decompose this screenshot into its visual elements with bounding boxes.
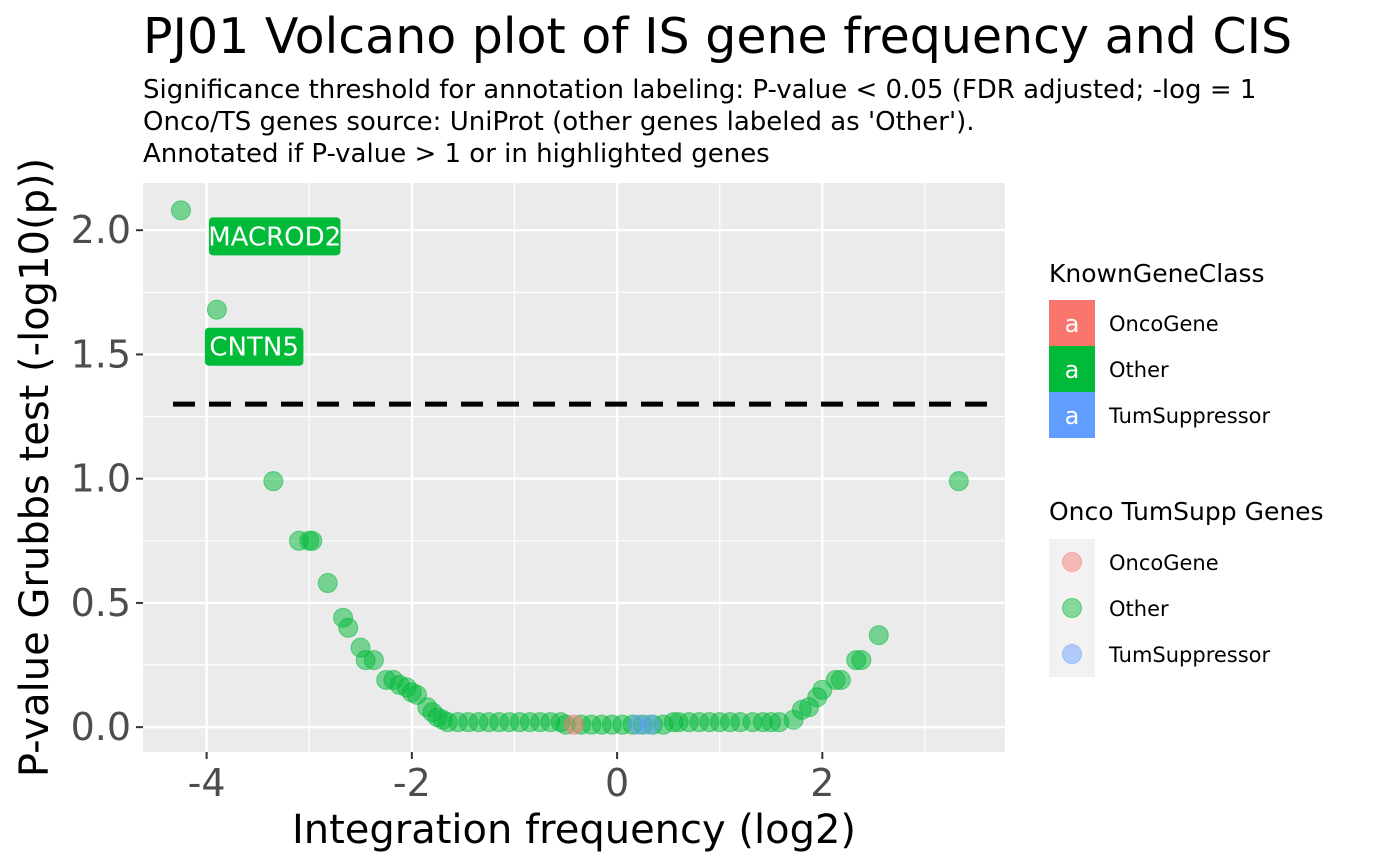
legend-label: OncoGene xyxy=(1109,551,1219,575)
data-point-other xyxy=(363,650,384,671)
annotation-cntn5: CNTN5 xyxy=(204,327,304,366)
y-axis-title: P-value Grubbs test (-log10(p)) xyxy=(12,158,58,777)
chart-title: PJ01 Volcano plot of IS gene frequency a… xyxy=(143,8,1293,65)
chart-subtitle-line-2: Onco/TS genes source: UniProt (other gen… xyxy=(143,107,975,137)
data-point-tumsuppressor xyxy=(639,714,660,735)
legend-key-swatch xyxy=(1049,300,1095,346)
y-tick-label: 1.5 xyxy=(71,332,131,376)
x-tick-label: -4 xyxy=(188,761,226,805)
axis-tick-labels: -4 -2 0 2 0.0 0.5 1.0 1.5 2.0 xyxy=(71,208,835,805)
annotation-macrod2: MACROD2 xyxy=(208,217,341,256)
legend-title-onco-tumsupp: Onco TumSupp Genes xyxy=(1049,497,1324,526)
y-tick-label: 2.0 xyxy=(71,208,131,252)
x-axis-title: Integration frequency (log2) xyxy=(292,807,856,853)
annotation-box xyxy=(208,217,341,256)
annotation-label: MACROD2 xyxy=(208,222,341,252)
legend-title-known-gene-class: KnownGeneClass xyxy=(1049,259,1265,288)
data-point-other xyxy=(263,471,284,492)
legend-key-glyph: a xyxy=(1065,356,1080,384)
y-tick-label: 0.5 xyxy=(71,581,131,625)
axis-ticks xyxy=(136,229,824,759)
x-tick-label: 0 xyxy=(605,761,629,805)
legend-label: TumSuppressor xyxy=(1108,643,1271,667)
legend-key-point xyxy=(1062,644,1082,664)
data-point-other xyxy=(812,679,833,700)
legend-key-glyph: a xyxy=(1065,310,1080,338)
legend-label: Other xyxy=(1109,597,1169,621)
y-tick-label: 1.0 xyxy=(71,457,131,501)
legends: KnownGeneClass a OncoGene a Other a TumSuppres… xyxy=(1049,259,1324,677)
legend-key-glyph: a xyxy=(1065,402,1080,430)
y-tick-label: 0.0 xyxy=(71,705,131,749)
data-points xyxy=(170,200,969,735)
legend-key-background xyxy=(1049,585,1095,631)
legend-point-other: Other xyxy=(1049,585,1169,631)
legend-label: Other xyxy=(1109,358,1169,382)
legend-key-background xyxy=(1049,631,1095,677)
data-point-other xyxy=(317,573,338,594)
minor-gridlines xyxy=(143,183,1005,752)
data-point-other xyxy=(851,650,872,671)
chart-subtitle-line-3: Annotated if P-value > 1 or in highlight… xyxy=(143,139,770,169)
plot-panel xyxy=(143,183,1005,752)
data-point-other xyxy=(948,471,969,492)
data-point-other xyxy=(338,617,359,638)
legend-key-other: a Other xyxy=(1049,346,1169,392)
data-point-other xyxy=(206,299,227,320)
legend-key-oncogene: a OncoGene xyxy=(1049,300,1219,346)
legend-key-background xyxy=(1049,539,1095,585)
data-point-other xyxy=(302,530,323,551)
data-point-other xyxy=(868,625,889,646)
chart-subtitle-line-1: Significance threshold for annotation la… xyxy=(143,75,1257,105)
annotation-box xyxy=(204,327,304,366)
annotation-label: CNTN5 xyxy=(209,333,298,363)
x-tick-label: 2 xyxy=(810,761,834,805)
data-point-other xyxy=(830,669,851,690)
legend-label: OncoGene xyxy=(1109,312,1219,336)
legend-key-swatch xyxy=(1049,346,1095,392)
legend-label: TumSuppressor xyxy=(1108,404,1271,428)
legend-point-tumsuppressor: TumSuppressor xyxy=(1049,631,1271,677)
data-point-other xyxy=(170,200,191,221)
gene-annotations: MACROD2 CNTN5 xyxy=(204,217,341,366)
legend-point-oncogene: OncoGene xyxy=(1049,539,1219,585)
legend-key-swatch xyxy=(1049,392,1095,438)
legend-key-point xyxy=(1062,598,1082,618)
legend-key-point xyxy=(1062,552,1082,572)
x-tick-label: -2 xyxy=(393,761,431,805)
legend-key-tumsuppressor: a TumSuppressor xyxy=(1049,392,1271,438)
data-point-oncogene xyxy=(564,714,584,735)
